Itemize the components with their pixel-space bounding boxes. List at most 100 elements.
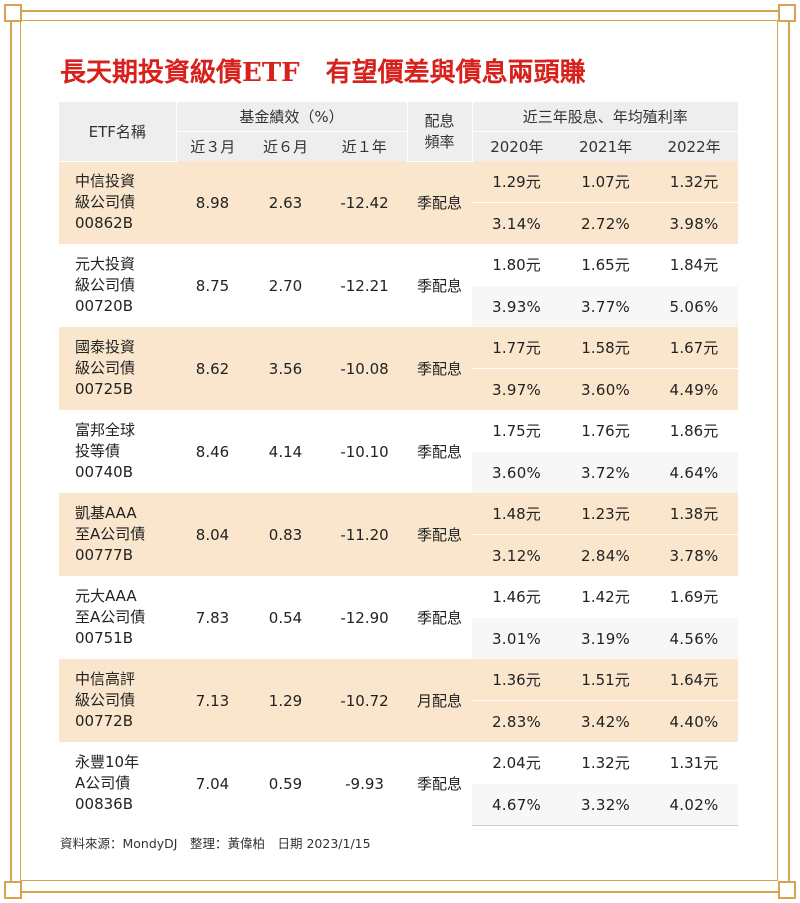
perf-3m-cell: 8.98 — [176, 161, 249, 244]
header-dividend-group: 近三年股息、年均殖利率 — [471, 102, 739, 132]
header-year-2020: 2020年 — [471, 131, 562, 161]
frequency-cell: 季配息 — [407, 493, 473, 576]
frame-corner-ornament — [778, 4, 796, 22]
yield-2020-cell: 3.01% — [472, 617, 562, 659]
perf-6m-cell: 2.63 — [249, 161, 322, 244]
yield-2020-cell: 2.83% — [472, 700, 562, 742]
etf-name-cell: 元大AAA 至A公司債 00751B — [59, 576, 176, 659]
header-frequency: 配息 頻率 — [406, 102, 473, 162]
dividend-2021-cell: 1.58元 — [561, 327, 651, 369]
etf-name-cell: 中信高評 級公司債 00772B — [59, 659, 176, 742]
yield-2021-cell: 2.84% — [561, 534, 651, 576]
dividend-2020-cell: 1.75元 — [472, 410, 562, 452]
perf-6m-cell: 0.54 — [249, 576, 322, 659]
perf-6m-cell: 2.70 — [249, 244, 322, 327]
perf-1y-cell: -9.93 — [322, 742, 408, 826]
yield-2020-cell: 3.60% — [472, 451, 562, 493]
header-year-2022: 2022年 — [650, 131, 739, 161]
frame-corner-ornament — [4, 4, 22, 22]
dividend-2021-cell: 1.23元 — [561, 493, 651, 535]
yield-2022-cell: 3.98% — [650, 202, 739, 244]
perf-6m-cell: 0.59 — [249, 742, 322, 826]
dividend-2020-cell: 1.46元 — [472, 576, 562, 618]
dividend-2021-cell: 1.51元 — [561, 659, 651, 701]
dividend-2022-cell: 1.32元 — [650, 161, 739, 203]
dividend-2020-cell: 1.80元 — [472, 244, 562, 286]
yield-2022-cell: 3.78% — [650, 534, 739, 576]
yield-2022-cell: 4.56% — [650, 617, 739, 659]
header-perf-6m: 近６月 — [249, 131, 322, 161]
frequency-cell: 季配息 — [407, 410, 473, 493]
header-perf-3m: 近３月 — [175, 131, 249, 161]
etf-name-cell: 永豐10年 A公司債 00836B — [59, 742, 176, 826]
header-frequency-line1: 配息 — [424, 112, 455, 131]
perf-1y-cell: -11.20 — [322, 493, 408, 576]
dividend-2022-cell: 1.86元 — [650, 410, 739, 452]
perf-3m-cell: 8.62 — [176, 327, 249, 410]
yield-2021-cell: 3.72% — [561, 451, 651, 493]
dividend-2021-cell: 1.07元 — [561, 161, 651, 203]
yield-2022-cell: 4.40% — [650, 700, 739, 742]
yield-2021-cell: 3.77% — [561, 285, 651, 327]
dividend-2022-cell: 1.38元 — [650, 493, 739, 535]
dividend-2020-cell: 1.36元 — [472, 659, 562, 701]
perf-3m-cell: 7.04 — [176, 742, 249, 826]
perf-1y-cell: -12.21 — [322, 244, 408, 327]
dividend-2022-cell: 1.69元 — [650, 576, 739, 618]
yield-2020-cell: 3.97% — [472, 368, 562, 410]
etf-name-cell: 富邦全球 投等債 00740B — [59, 410, 176, 493]
yield-2022-cell: 4.02% — [650, 783, 739, 826]
yield-2022-cell: 5.06% — [650, 285, 739, 327]
header-perf-1y: 近１年 — [322, 131, 408, 161]
dividend-2022-cell: 1.84元 — [650, 244, 739, 286]
etf-name-cell: 國泰投資 級公司債 00725B — [59, 327, 176, 410]
header-etf-name: ETF名稱 — [59, 102, 176, 162]
dividend-2021-cell: 1.42元 — [561, 576, 651, 618]
perf-1y-cell: -10.72 — [322, 659, 408, 742]
header-year-2021: 2021年 — [561, 131, 651, 161]
perf-1y-cell: -12.90 — [322, 576, 408, 659]
perf-3m-cell: 8.75 — [176, 244, 249, 327]
dividend-2020-cell: 1.77元 — [472, 327, 562, 369]
perf-3m-cell: 8.46 — [176, 410, 249, 493]
perf-1y-cell: -12.42 — [322, 161, 408, 244]
header-performance-group: 基金績效（%） — [175, 102, 408, 132]
yield-2021-cell: 2.72% — [561, 202, 651, 244]
etf-name-cell: 凱基AAA 至A公司債 00777B — [59, 493, 176, 576]
perf-6m-cell: 1.29 — [249, 659, 322, 742]
frequency-cell: 季配息 — [407, 244, 473, 327]
perf-1y-cell: -10.10 — [322, 410, 408, 493]
dividend-2021-cell: 1.76元 — [561, 410, 651, 452]
yield-2020-cell: 3.12% — [472, 534, 562, 576]
perf-1y-cell: -10.08 — [322, 327, 408, 410]
frequency-cell: 季配息 — [407, 327, 473, 410]
etf-name-cell: 元大投資 級公司債 00720B — [59, 244, 176, 327]
etf-comparison-table: ETF名稱 基金績效（%） 配息 頻率 近三年股息、年均殖利率 近３月 近６月 … — [59, 102, 739, 826]
frequency-cell: 月配息 — [407, 659, 473, 742]
yield-2022-cell: 4.64% — [650, 451, 739, 493]
perf-6m-cell: 4.14 — [249, 410, 322, 493]
page-title: 長天期投資級債ETF 有望價差與債息兩頭賺 — [60, 58, 586, 88]
perf-3m-cell: 7.83 — [176, 576, 249, 659]
etf-name-cell: 中信投資 級公司債 00862B — [59, 161, 176, 244]
perf-3m-cell: 7.13 — [176, 659, 249, 742]
frequency-cell: 季配息 — [407, 742, 473, 826]
perf-3m-cell: 8.04 — [176, 493, 249, 576]
frequency-cell: 季配息 — [407, 161, 473, 244]
perf-6m-cell: 3.56 — [249, 327, 322, 410]
dividend-2021-cell: 1.65元 — [561, 244, 651, 286]
yield-2021-cell: 3.32% — [561, 783, 651, 826]
yield-2020-cell: 3.14% — [472, 202, 562, 244]
dividend-2022-cell: 1.67元 — [650, 327, 739, 369]
dividend-2021-cell: 1.32元 — [561, 742, 651, 784]
frame-corner-ornament — [778, 881, 796, 899]
source-note: 資料來源：MondyDJ 整理：黃偉柏 日期 2023/1/15 — [60, 836, 371, 851]
dividend-2020-cell: 1.48元 — [472, 493, 562, 535]
yield-2020-cell: 3.93% — [472, 285, 562, 327]
yield-2021-cell: 3.60% — [561, 368, 651, 410]
frequency-cell: 季配息 — [407, 576, 473, 659]
dividend-2020-cell: 2.04元 — [472, 742, 562, 784]
header-frequency-line2: 頻率 — [424, 133, 455, 152]
dividend-2022-cell: 1.64元 — [650, 659, 739, 701]
yield-2021-cell: 3.42% — [561, 700, 651, 742]
